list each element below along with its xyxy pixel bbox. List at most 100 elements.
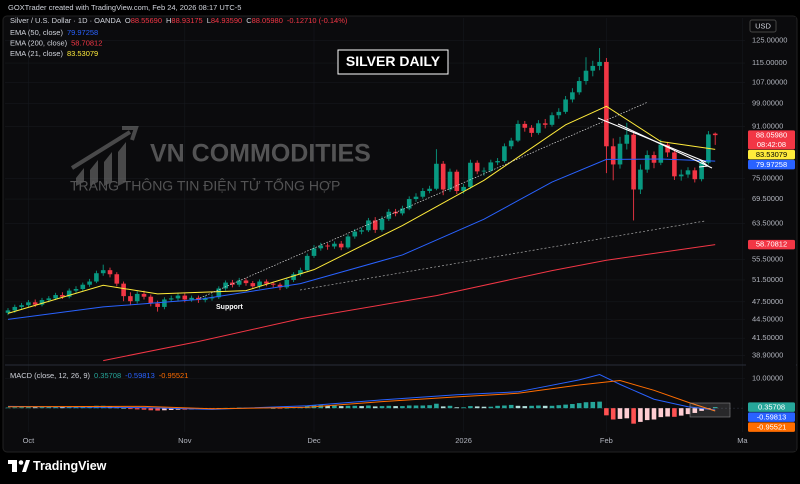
- candle-body: [264, 281, 269, 284]
- candle-body: [495, 161, 500, 163]
- legend-value: 0.35708: [94, 371, 121, 380]
- y-tick-label: 55.50000: [752, 255, 783, 264]
- y-tick-label: 125.00000: [752, 36, 787, 45]
- candle-body: [155, 303, 160, 307]
- candle-body: [46, 298, 52, 301]
- histogram-bar: [495, 405, 500, 409]
- watermark-bar: [118, 142, 126, 186]
- trend-line: [617, 123, 713, 169]
- candle-body: [114, 274, 120, 284]
- candle-body: [379, 218, 385, 230]
- price-badge: [748, 412, 795, 422]
- histogram-bar: [604, 408, 609, 416]
- axes: 125.00000 115.00000 107.00000 99.00000 91.00…: [23, 36, 788, 445]
- candle-body: [440, 163, 446, 190]
- x-tick-label: 2026: [455, 436, 472, 445]
- histogram-bar: [66, 406, 72, 409]
- watermark-bar: [104, 152, 112, 186]
- candle-body: [87, 281, 92, 285]
- legend-name: EMA (200, close): [10, 38, 68, 47]
- candle-body: [26, 302, 31, 306]
- candle-body: [447, 171, 453, 190]
- candle-body: [19, 305, 24, 307]
- x-tick-label: Oct: [23, 436, 36, 445]
- candle-body: [196, 297, 201, 301]
- y-tick-label: 51.50000: [752, 275, 783, 284]
- legend-value: 79.97258: [67, 28, 98, 37]
- histogram-bar: [32, 407, 38, 409]
- candle-body: [298, 270, 303, 275]
- candle-body: [73, 289, 79, 291]
- price-badge-label: 88.05980: [756, 130, 787, 139]
- x-tick-label: Feb: [600, 436, 613, 445]
- candle-body: [277, 284, 283, 288]
- histogram-bar: [529, 405, 534, 409]
- currency-box[interactable]: [749, 19, 777, 33]
- histogram-bar: [134, 408, 140, 410]
- candle-body: [542, 123, 548, 125]
- candle-body: [182, 295, 188, 300]
- logo-part: [22, 460, 30, 472]
- histogram-bar: [678, 408, 684, 416]
- histogram-bar: [141, 408, 147, 410]
- legend-key: L: [207, 16, 211, 25]
- x-tick-label: Dec: [307, 436, 321, 445]
- watermark-bar: [76, 168, 84, 186]
- histogram-bar: [379, 406, 385, 409]
- candle-body: [236, 280, 242, 285]
- title-box-text: SILVER DAILY: [346, 53, 441, 69]
- candle-body: [638, 169, 643, 190]
- legend-value: 88.93175: [171, 16, 202, 25]
- candle-body: [121, 283, 126, 297]
- histogram-bar: [121, 408, 126, 409]
- legend-value: 88.05980: [252, 16, 283, 25]
- price-axis: [746, 17, 796, 451]
- candle-body: [631, 134, 636, 190]
- histogram-bar: [434, 403, 439, 409]
- candle-body: [502, 146, 507, 162]
- candle-body: [413, 196, 419, 200]
- y-tick-label: 10.00000: [752, 373, 783, 382]
- candle-body: [39, 300, 45, 305]
- candle-body: [318, 245, 324, 249]
- watermark-subtitle: TRANG THÔNG TIN ĐIỆN TỬ TỔNG HỢP: [70, 177, 340, 194]
- candle-body: [243, 280, 249, 284]
- candle-body: [60, 295, 65, 297]
- histogram-bar: [685, 408, 691, 415]
- legend-key: O: [125, 16, 131, 25]
- candle-body: [556, 111, 562, 116]
- candle-body: [665, 144, 670, 153]
- histogram-bar: [658, 408, 664, 418]
- histogram-bar: [60, 406, 65, 409]
- histogram-bar: [5, 407, 11, 409]
- histogram-bar: [712, 407, 718, 409]
- histogram-bar: [570, 404, 575, 409]
- y-tick-label: 69.50000: [752, 194, 783, 203]
- histogram-bar: [624, 408, 630, 419]
- histogram-bar: [644, 408, 650, 421]
- histogram-bar: [386, 405, 392, 409]
- candle-body: [162, 299, 167, 307]
- price-badge: [748, 159, 795, 170]
- legend-row: EMA (50, close) 79.97258: [10, 28, 98, 37]
- histogram-bar: [270, 408, 276, 409]
- candle-body: [610, 146, 616, 165]
- watermark-bar: [90, 160, 98, 186]
- histogram-bar: [454, 407, 460, 409]
- price-badge: [748, 130, 795, 150]
- logo-part: [12, 460, 17, 472]
- candle-body: [699, 162, 704, 180]
- candle-body: [658, 144, 664, 163]
- histogram-bar: [26, 407, 31, 409]
- ema-line: [103, 244, 716, 362]
- candle-body: [474, 162, 480, 172]
- histogram-bar: [284, 408, 290, 409]
- arrow-head: [698, 159, 710, 168]
- histogram-bar: [393, 406, 398, 409]
- price-badge-label: -0.59813: [757, 412, 787, 421]
- histogram-bar: [352, 405, 358, 409]
- candle-body: [94, 273, 99, 282]
- candle-body: [107, 270, 113, 275]
- candle-body: [134, 293, 140, 302]
